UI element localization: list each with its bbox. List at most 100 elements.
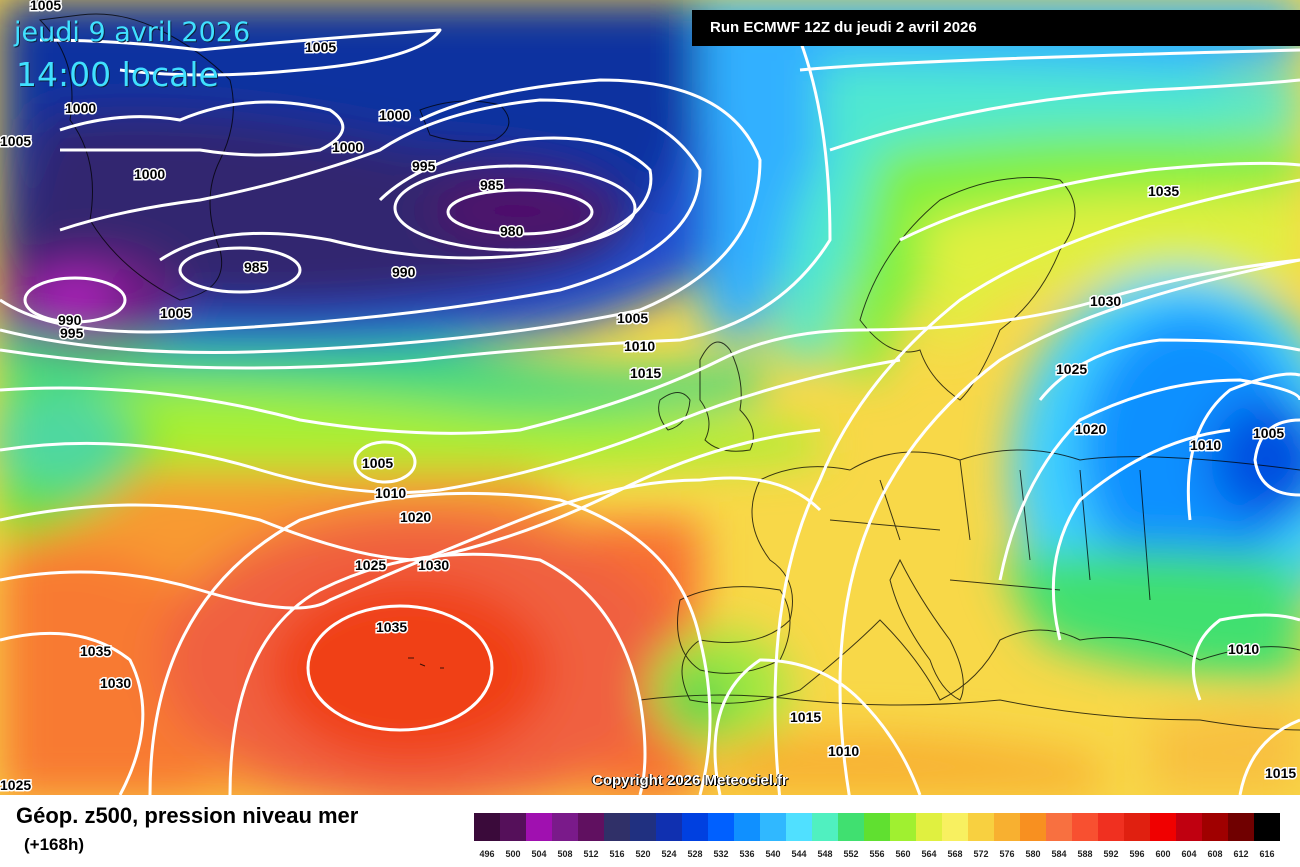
isobar-label: 1030 [1090,293,1121,309]
legend-tick-label: 532 [713,849,729,859]
isobar-label: 1015 [1265,765,1296,781]
isobar-label: 980 [500,223,524,239]
forecast-date: jeudi 9 avril 2026 [14,17,251,48]
geopotential-field [0,0,1300,795]
legend-swatch [630,813,656,841]
isobar-label: 1020 [1075,421,1106,437]
isobar-label: 1030 [418,557,449,573]
legend-tick-label: 516 [609,849,625,859]
isobar-label: 1005 [0,133,31,149]
isobar-label: 1025 [355,557,386,573]
run-info: Run ECMWF 12Z du jeudi 2 avril 2026 [692,10,1300,46]
legend-tick-label: 592 [1103,849,1119,859]
isobar-label: 1015 [790,709,821,725]
forecast-time: 14:00 locale [16,55,219,94]
isobar-lines [0,28,1300,795]
legend-tick-label: 504 [531,849,547,859]
legend-swatch [474,813,500,841]
legend-swatch [682,813,708,841]
legend-swatch [968,813,994,841]
legend-swatch [604,813,630,841]
isobar-label: 1005 [1253,425,1284,441]
legend-swatch [578,813,604,841]
weather-map: 1005 1005 1000 1005 1000 1000 1000 995 9… [0,0,1300,795]
legend-tick-label: 496 [479,849,495,859]
legend-swatch [1176,813,1202,841]
isobar-label: 1015 [630,365,661,381]
isobar-label: 1025 [0,777,31,793]
legend-tick-label: 512 [583,849,599,859]
legend-tick-label: 580 [1025,849,1041,859]
legend-swatch [656,813,682,841]
legend-tick-label: 560 [895,849,911,859]
legend-tick-label: 604 [1181,849,1197,859]
legend-tick-label: 612 [1233,849,1249,859]
forecast-lead-time: (+168h) [24,835,84,854]
legend-swatch [916,813,942,841]
legend-swatch [1046,813,1072,841]
legend-tick-label: 608 [1207,849,1223,859]
isobar-label: 1035 [80,643,111,659]
isobar-label: 1035 [1148,183,1179,199]
legend-tick-label: 576 [999,849,1015,859]
legend-tick-label: 552 [843,849,859,859]
map-title: Géop. z500, pression niveau mer [16,803,359,828]
legend-tick-label: 500 [505,849,521,859]
isobar-label: 1000 [134,166,165,182]
legend-tick-label: 616 [1259,849,1275,859]
isobar-label: 995 [60,325,84,341]
isobar-label: 1010 [828,743,859,759]
isobar-label: 1030 [100,675,131,691]
legend-tick-label: 596 [1129,849,1145,859]
legend-tick-label: 544 [791,849,807,859]
isobar-label: 1005 [160,305,191,321]
isobar-labels: 1005 1005 1000 1005 1000 1000 1000 995 9… [0,0,1298,795]
legend-swatch [942,813,968,841]
isobar-label: 985 [244,259,268,275]
legend-swatch [552,813,578,841]
legend-swatch [1254,813,1280,841]
legend-tick-label: 548 [817,849,833,859]
isobar-label: 1035 [376,619,407,635]
legend-swatch [1098,813,1124,841]
isobar-label: 1005 [362,455,393,471]
isobar-label: 1005 [617,310,648,326]
isobar-label: 1000 [65,100,96,116]
color-legend [474,813,1280,841]
isobar-label: 1005 [30,0,61,13]
legend-tick-label: 520 [635,849,651,859]
legend-swatch [994,813,1020,841]
legend-swatch [890,813,916,841]
isobar-label: 1000 [379,107,410,123]
legend-tick-label: 572 [973,849,989,859]
isobar-label: 1025 [1056,361,1087,377]
isobar-label: 1010 [1228,641,1259,657]
legend-tick-label: 568 [947,849,963,859]
isobar-label: 1020 [400,509,431,525]
legend-swatch [1150,813,1176,841]
legend-tick-label: 508 [557,849,573,859]
legend-swatch [1124,813,1150,841]
isobar-label: 985 [480,177,504,193]
legend-swatch [864,813,890,841]
isobar-label: 1005 [305,39,336,55]
legend-swatch [760,813,786,841]
legend-tick-label: 540 [765,849,781,859]
run-info-text: Run ECMWF 12Z du jeudi 2 avril 2026 [710,19,977,36]
color-legend-labels: 496 500 504 508 512 516 520 524 528 532 536 540 544 5… [474,849,1280,859]
legend-swatch [734,813,760,841]
legend-tick-label: 600 [1155,849,1171,859]
legend-swatch [1228,813,1254,841]
legend-swatch [526,813,552,841]
isobar-label: 990 [392,264,416,280]
legend-tick-label: 528 [687,849,703,859]
legend-tick-label: 556 [869,849,885,859]
isobar-label: 1010 [375,485,406,501]
legend-tick-label: 536 [739,849,755,859]
isobar-label: 990 [58,312,82,328]
isobar-label: 995 [412,158,436,174]
coastlines [38,13,1300,731]
map-footer: Géop. z500, pression niveau mer (+168h) … [0,795,1300,867]
legend-swatch [1202,813,1228,841]
legend-swatch [500,813,526,841]
